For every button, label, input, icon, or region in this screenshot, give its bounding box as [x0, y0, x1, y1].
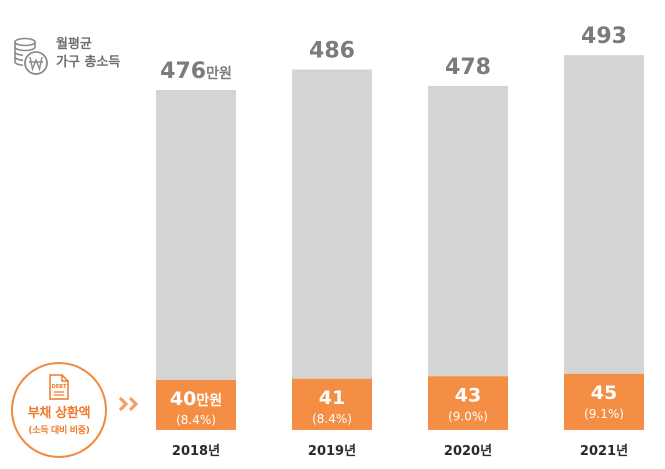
- debt-document-icon: DEBT: [49, 374, 69, 400]
- income-bar-2019년: [292, 69, 372, 379]
- debt-bar-2021년: [564, 373, 644, 430]
- income-bar-2021년: [564, 55, 644, 374]
- debt-share-label-2020년: (9.0%): [448, 409, 488, 423]
- debt-legend: DEBT 부채 상환액 (소득 대비 비중): [11, 362, 107, 458]
- income-value-label-2018년: 476만원: [160, 59, 232, 84]
- income-legend-line1: 월평균: [56, 37, 92, 52]
- debt-legend-sublabel: (소득 대비 비중): [28, 426, 90, 436]
- income-legend: 월평균 가구 총소득: [12, 36, 120, 78]
- debt-share-label-2018년: (8.4%): [176, 413, 216, 427]
- income-legend-line2: 가구 총소득: [56, 55, 121, 70]
- debt-icon-text: DEBT: [52, 384, 67, 390]
- income-bar-2018년: [156, 90, 236, 380]
- year-label-2018년: 2018년: [172, 444, 220, 459]
- income-bar-2020년: [428, 85, 508, 377]
- debt-value-label-2020년: 43: [455, 384, 481, 406]
- debt-value-label-2019년: 41: [319, 387, 345, 409]
- income-value-label-2020년: 478: [445, 55, 491, 80]
- debt-legend-label: 부채 상환액: [27, 406, 91, 421]
- coin-stack-won-icon: [14, 37, 48, 75]
- income-value-label-2021년: 493: [581, 24, 627, 49]
- year-label-2020년: 2020년: [444, 444, 492, 459]
- debt-bar-2020년: [428, 376, 508, 430]
- income-value-label-2019년: 486: [309, 39, 355, 64]
- debt-share-label-2021년: (9.1%): [584, 407, 624, 421]
- debt-bar-2018년: [156, 380, 236, 430]
- debt-value-label-2018년: 40만원: [170, 388, 222, 410]
- debt-bar-2019년: [292, 378, 372, 430]
- double-chevron-right-icon: [118, 396, 139, 412]
- debt-value-label-2021년: 45: [591, 382, 617, 404]
- year-label-2021년: 2021년: [580, 444, 628, 459]
- debt-share-label-2019년: (8.4%): [312, 412, 352, 426]
- year-label-2019년: 2019년: [308, 444, 356, 459]
